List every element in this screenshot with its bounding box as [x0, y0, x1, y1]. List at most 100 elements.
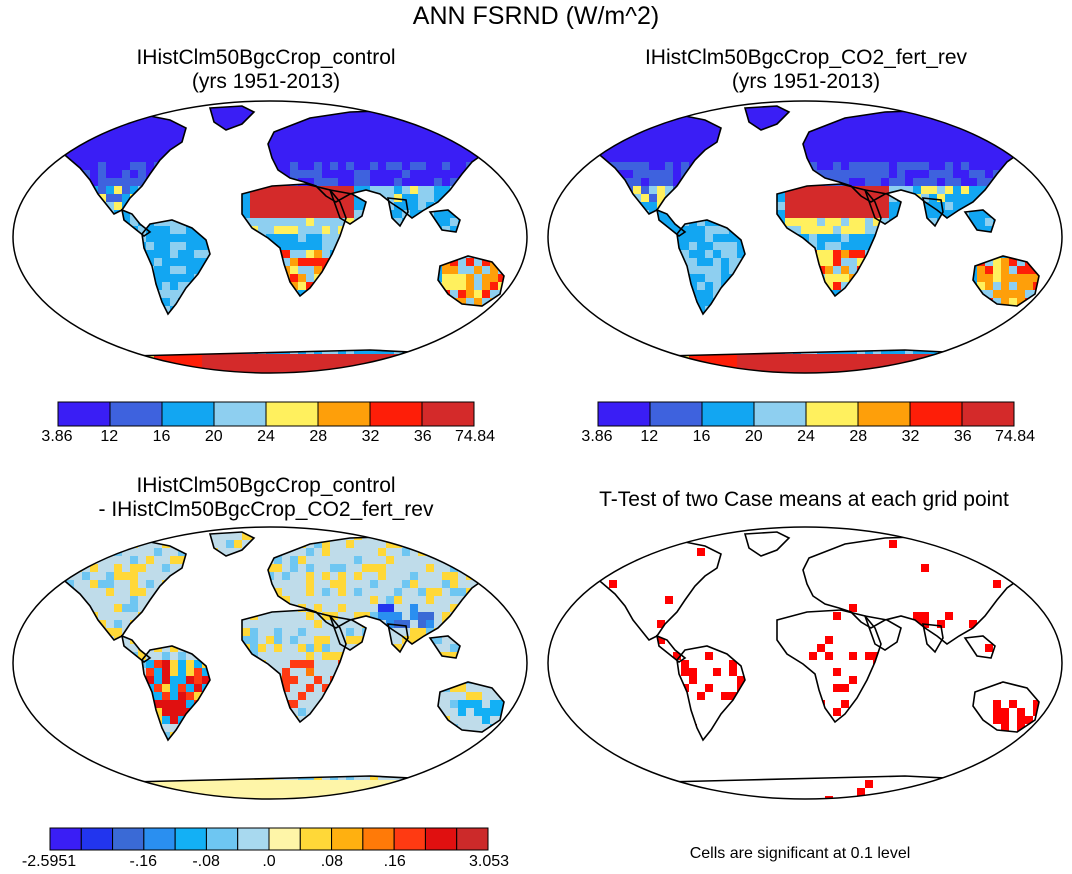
grid-cell: [426, 354, 434, 362]
grid-cell: [202, 338, 210, 346]
grid-cell: [218, 162, 226, 170]
grid-cell: [434, 106, 442, 114]
grid-cell: [90, 274, 98, 282]
grid-cell: [210, 178, 218, 186]
grid-cell: [138, 98, 146, 106]
grid-cell: [498, 194, 506, 202]
grid-cell: [98, 146, 106, 154]
grid-cell: [234, 322, 242, 330]
grid-cell: [434, 330, 442, 338]
grid-cell: [490, 338, 498, 346]
grid-cell: [90, 266, 98, 274]
grid-cell: [162, 330, 170, 338]
grid-cell: [146, 98, 154, 106]
grid-cell: [466, 226, 474, 234]
grid-cell: [498, 186, 506, 194]
grid-cell: [210, 210, 218, 218]
grid-cell: [338, 242, 346, 250]
grid-cell: [266, 250, 274, 258]
grid-cell: [210, 186, 218, 194]
grid-cell: [362, 322, 370, 330]
grid-cell: [26, 114, 34, 122]
grid-cell: [194, 154, 202, 162]
grid-cell: [370, 290, 378, 298]
grid-cell: [50, 330, 58, 338]
grid-cell: [226, 130, 234, 138]
grid-cell: [498, 306, 506, 314]
grid-cell: [474, 122, 482, 130]
grid-cell: [426, 298, 434, 306]
grid-cell: [346, 98, 354, 106]
grid-cell: [98, 346, 106, 354]
grid-cell: [114, 274, 122, 282]
grid-cell: [186, 154, 194, 162]
grid-cell: [58, 346, 66, 354]
grid-cell: [370, 218, 378, 226]
grid-cell: [362, 338, 370, 346]
grid-cell: [434, 98, 442, 106]
grid-cell: [442, 314, 450, 322]
grid-cell: [498, 98, 506, 106]
grid-cell: [130, 306, 138, 314]
grid-cell: [154, 370, 162, 376]
grid-cell: [242, 170, 250, 178]
grid-cell: [42, 210, 50, 218]
grid-cell: [482, 114, 490, 122]
grid-cell: [194, 138, 202, 146]
grid-cell: [346, 266, 354, 274]
grid-cell: [90, 250, 98, 258]
grid-cell: [42, 178, 50, 186]
grid-cell: [18, 370, 26, 376]
grid-cell: [482, 330, 490, 338]
grid-cell: [98, 98, 106, 106]
grid-cell: [138, 258, 146, 266]
grid-cell: [210, 314, 218, 322]
grid-cell: [58, 130, 66, 138]
grid-cell: [394, 330, 402, 338]
grid-cell: [66, 250, 74, 258]
grid-cell: [194, 290, 202, 298]
grid-cell: [130, 242, 138, 250]
grid-cell: [74, 346, 82, 354]
grid-cell: [10, 266, 18, 274]
grid-cell: [370, 298, 378, 306]
grid-cell: [122, 274, 130, 282]
grid-cell: [186, 298, 194, 306]
grid-cell: [114, 306, 122, 314]
grid-cell: [258, 146, 266, 154]
grid-cell: [506, 338, 514, 346]
grid-cell: [138, 314, 146, 322]
grid-cell: [210, 210, 218, 218]
grid-cell: [250, 330, 258, 338]
grid-cell: [362, 274, 370, 282]
grid-cell: [202, 146, 210, 154]
grid-cell: [514, 282, 522, 290]
grid-cell: [514, 98, 522, 106]
grid-cell: [450, 314, 458, 322]
grid-cell: [490, 114, 498, 122]
grid-cell: [114, 370, 122, 376]
grid-cell: [474, 130, 482, 138]
grid-cell: [138, 282, 146, 290]
grid-cell: [466, 98, 474, 106]
grid-cell: [34, 226, 42, 234]
grid-cell: [482, 138, 490, 146]
grid-cell: [426, 306, 434, 314]
grid-cell: [378, 226, 386, 234]
grid-cell: [370, 250, 378, 258]
grid-cell: [362, 298, 370, 306]
grid-cell: [498, 186, 506, 194]
grid-cell: [162, 202, 170, 210]
grid-cell: [98, 354, 106, 362]
grid-cell: [10, 106, 18, 114]
grid-cell: [402, 354, 410, 362]
grid-cell: [90, 98, 98, 106]
grid-cell: [98, 114, 106, 122]
grid-cell: [274, 274, 282, 282]
grid-cell: [458, 194, 466, 202]
grid-cell: [154, 306, 162, 314]
grid-cell: [474, 362, 482, 370]
grid-cell: [10, 98, 18, 106]
grid-cell: [186, 330, 194, 338]
grid-cell: [186, 162, 194, 170]
